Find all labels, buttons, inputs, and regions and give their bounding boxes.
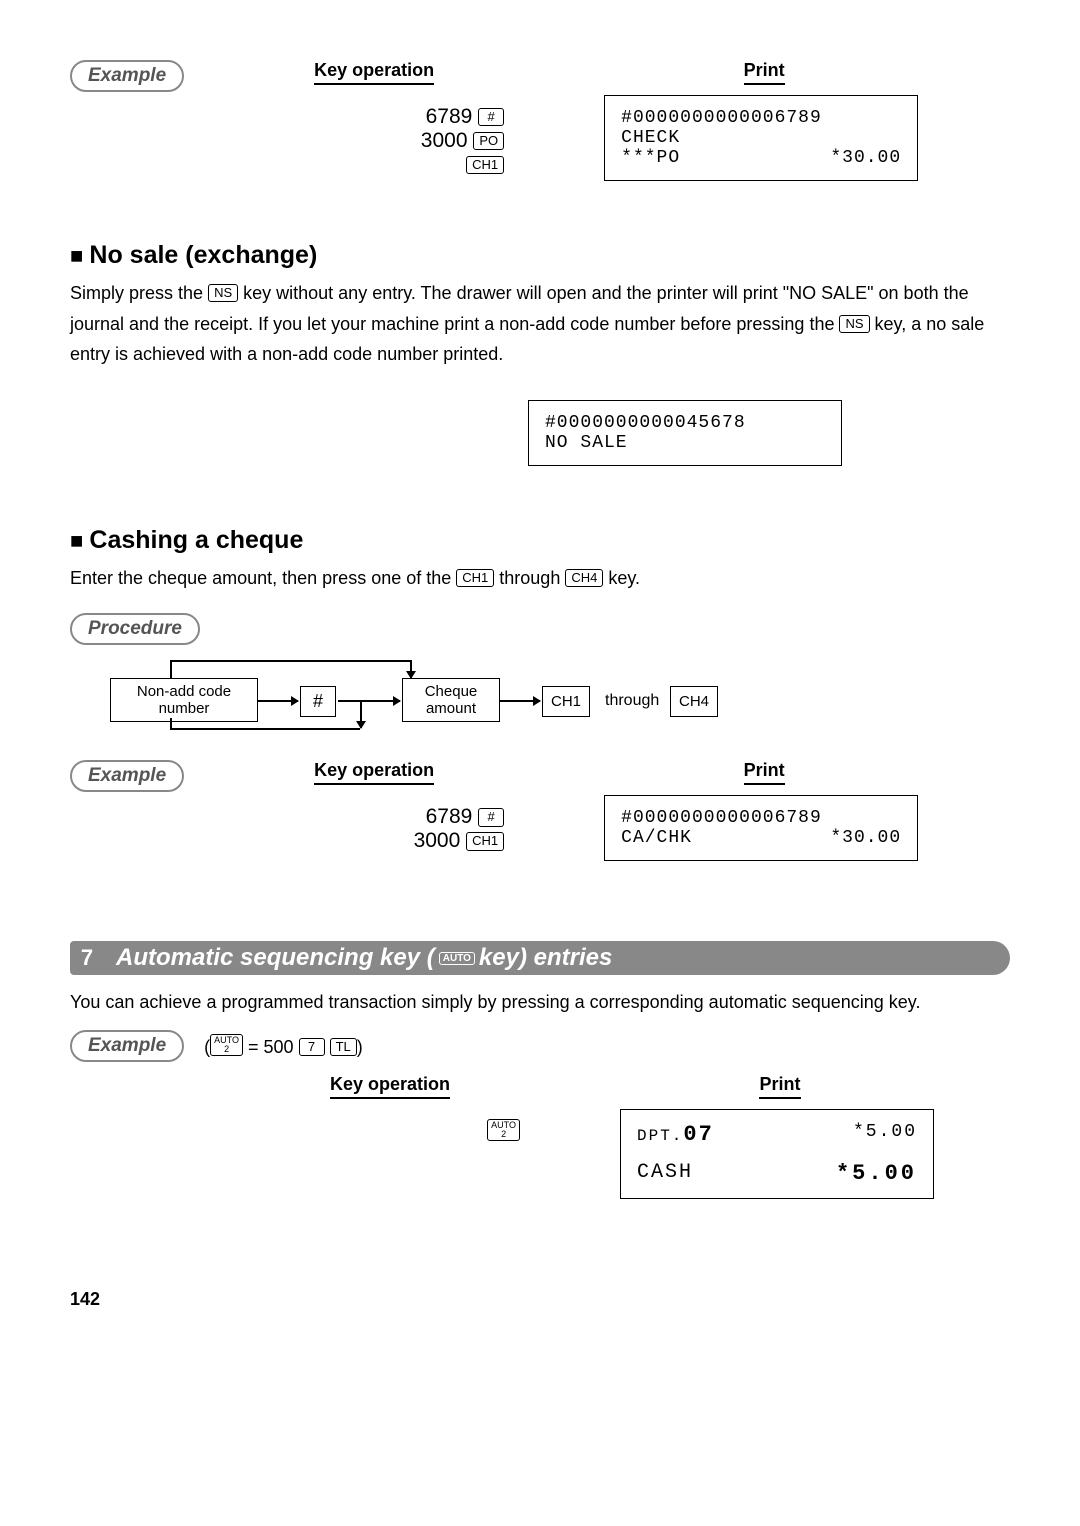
- po-key: PO: [473, 132, 504, 150]
- chapter-bar: 7 Automatic sequencing key (AUTO key) en…: [70, 941, 1010, 975]
- tl-key: TL: [330, 1038, 357, 1056]
- example-pill: Example: [70, 760, 184, 792]
- receipt-line: *30.00: [830, 148, 901, 168]
- keyop-body-3: AUTO2: [260, 1119, 520, 1144]
- ch1-key: CH1: [456, 569, 494, 587]
- receipt-line: CHECK: [621, 128, 901, 148]
- keyop-num: 3000: [414, 829, 461, 852]
- keyop-header: Key operation: [314, 60, 434, 85]
- ch4-key: CH4: [565, 569, 603, 587]
- ns-key: NS: [839, 315, 869, 333]
- receipt-line: CASH: [637, 1161, 693, 1186]
- procedure-diagram: Non-add code number # Cheque amount CH1 …: [110, 660, 1010, 750]
- keyop-num: 3000: [421, 129, 468, 152]
- receipt-nosale: #0000000000045678 NO SALE: [528, 400, 842, 466]
- example-equation: (AUTO2 = 500 7 TL): [204, 1034, 363, 1058]
- print-header: Print: [744, 60, 785, 85]
- example-block-2: Example Key operation 6789 # 3000 CH1 Pr…: [70, 760, 1010, 861]
- auto2-key: AUTO2: [210, 1034, 243, 1056]
- auto-key-icon: AUTO: [439, 952, 475, 965]
- receipt-line: DPT.07: [637, 1122, 714, 1147]
- print-header: Print: [759, 1074, 800, 1099]
- hash-key: #: [300, 686, 336, 717]
- receipt-line: #0000000000006789: [621, 808, 901, 828]
- example-block-3: Example (AUTO2 = 500 7 TL): [70, 1030, 1010, 1062]
- diagram-box: Non-add code: [119, 683, 249, 700]
- diagram-box: amount: [411, 700, 491, 717]
- receipt-line: #0000000000006789: [621, 108, 901, 128]
- receipt-cashing: #0000000000006789 CA/CHK *30.00: [604, 795, 918, 861]
- ch1-key: CH1: [542, 686, 590, 717]
- nosale-heading: No sale (exchange): [70, 241, 1010, 270]
- chapter-title: Automatic sequencing key (AUTO key) entr…: [104, 941, 1010, 975]
- diagram-box: Cheque: [411, 683, 491, 700]
- keyop-body-2: 6789 # 3000 CH1: [244, 805, 504, 853]
- page-number: 142: [70, 1289, 1010, 1310]
- receipt-1: #0000000000006789 CHECK ***PO *30.00: [604, 95, 918, 181]
- ch1-key: CH1: [466, 832, 504, 850]
- ns-key: NS: [208, 284, 238, 302]
- ch1-key: CH1: [466, 156, 504, 174]
- auto2-key: AUTO2: [487, 1119, 520, 1141]
- cashing-heading: Cashing a cheque: [70, 526, 1010, 555]
- example-pill: Example: [70, 1030, 184, 1062]
- receipt-line: #0000000000045678: [545, 413, 825, 433]
- receipt-line: *30.00: [830, 828, 901, 848]
- example-pill: Example: [70, 60, 184, 92]
- example-block-1: Example Key operation 6789 # 3000 PO CH1…: [70, 60, 1010, 181]
- seven-key: 7: [299, 1038, 325, 1056]
- keyop-header: Key operation: [314, 760, 434, 785]
- ch4-key: CH4: [670, 686, 718, 717]
- receipt-line: ***PO: [621, 148, 680, 168]
- receipt-line: *5.00: [836, 1161, 917, 1186]
- chapter-number: 7: [70, 941, 104, 975]
- procedure-pill: Procedure: [70, 613, 200, 645]
- keyop-body-1: 6789 # 3000 PO CH1: [244, 105, 504, 177]
- keyop-num: 6789: [426, 105, 473, 128]
- chapter7-body: You can achieve a programmed transaction…: [70, 987, 1010, 1018]
- receipt-line: *5.00: [853, 1122, 917, 1147]
- hash-key: #: [478, 108, 504, 126]
- keyop-num: 6789: [426, 805, 473, 828]
- nosale-text: Simply press the NS key without any entr…: [70, 278, 1010, 370]
- receipt-auto: DPT.07 *5.00 CASH *5.00: [620, 1109, 934, 1199]
- through-label: through: [605, 692, 659, 710]
- diagram-box: number: [119, 700, 249, 717]
- print-header: Print: [744, 760, 785, 785]
- receipt-line: NO SALE: [545, 433, 825, 453]
- hash-key: #: [478, 808, 504, 826]
- cashing-text: Enter the cheque amount, then press one …: [70, 563, 1010, 594]
- receipt-line: CA/CHK: [621, 828, 692, 848]
- keyop-header: Key operation: [330, 1074, 450, 1099]
